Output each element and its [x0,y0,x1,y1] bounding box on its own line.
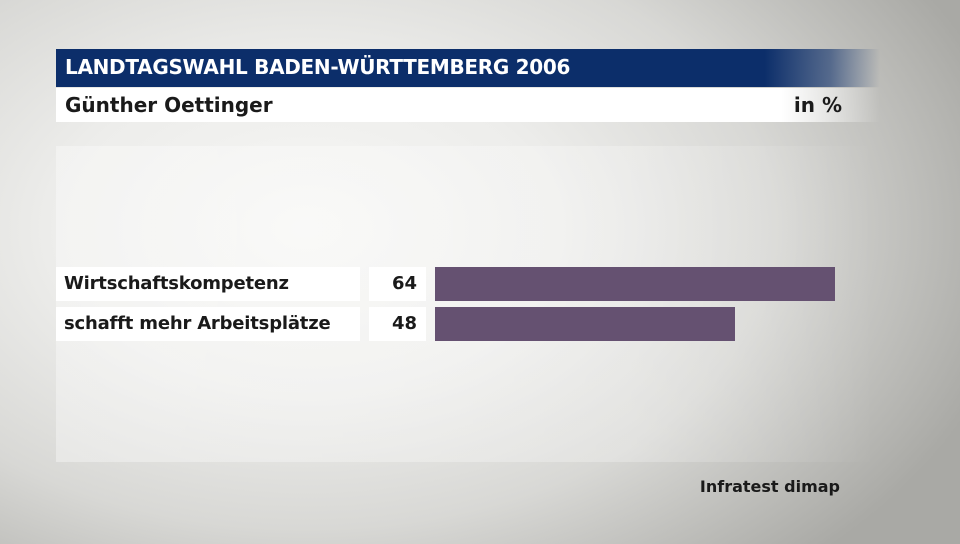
category-label: Wirtschaftskompetenz [64,273,289,294]
category-label-box: schafft mehr Arbeitsplätze [56,307,360,341]
bar-row: Wirtschaftskompetenz 64 [56,267,876,301]
bar [435,267,835,301]
bar-row: schafft mehr Arbeitsplätze 48 [56,307,876,341]
category-label: schafft mehr Arbeitsplätze [64,313,331,334]
unit-label: in % [793,93,842,117]
source-label: Infratest dimap [699,477,840,496]
value-label-box: 48 [369,307,426,341]
title-bar: LANDTAGSWAHL BADEN-WÜRTTEMBERG 2006 [56,49,880,87]
value-label: 48 [391,313,417,334]
category-label-box: Wirtschaftskompetenz [56,267,360,301]
value-label: 64 [391,273,417,294]
chart-title: LANDTAGSWAHL BADEN-WÜRTTEMBERG 2006 [65,55,571,79]
bar [435,307,735,341]
chart-subtitle: Günther Oettinger [65,93,273,117]
value-label-box: 64 [369,267,426,301]
subtitle-bar: Günther Oettinger in % [56,88,880,122]
chart-background-panel [56,146,876,462]
